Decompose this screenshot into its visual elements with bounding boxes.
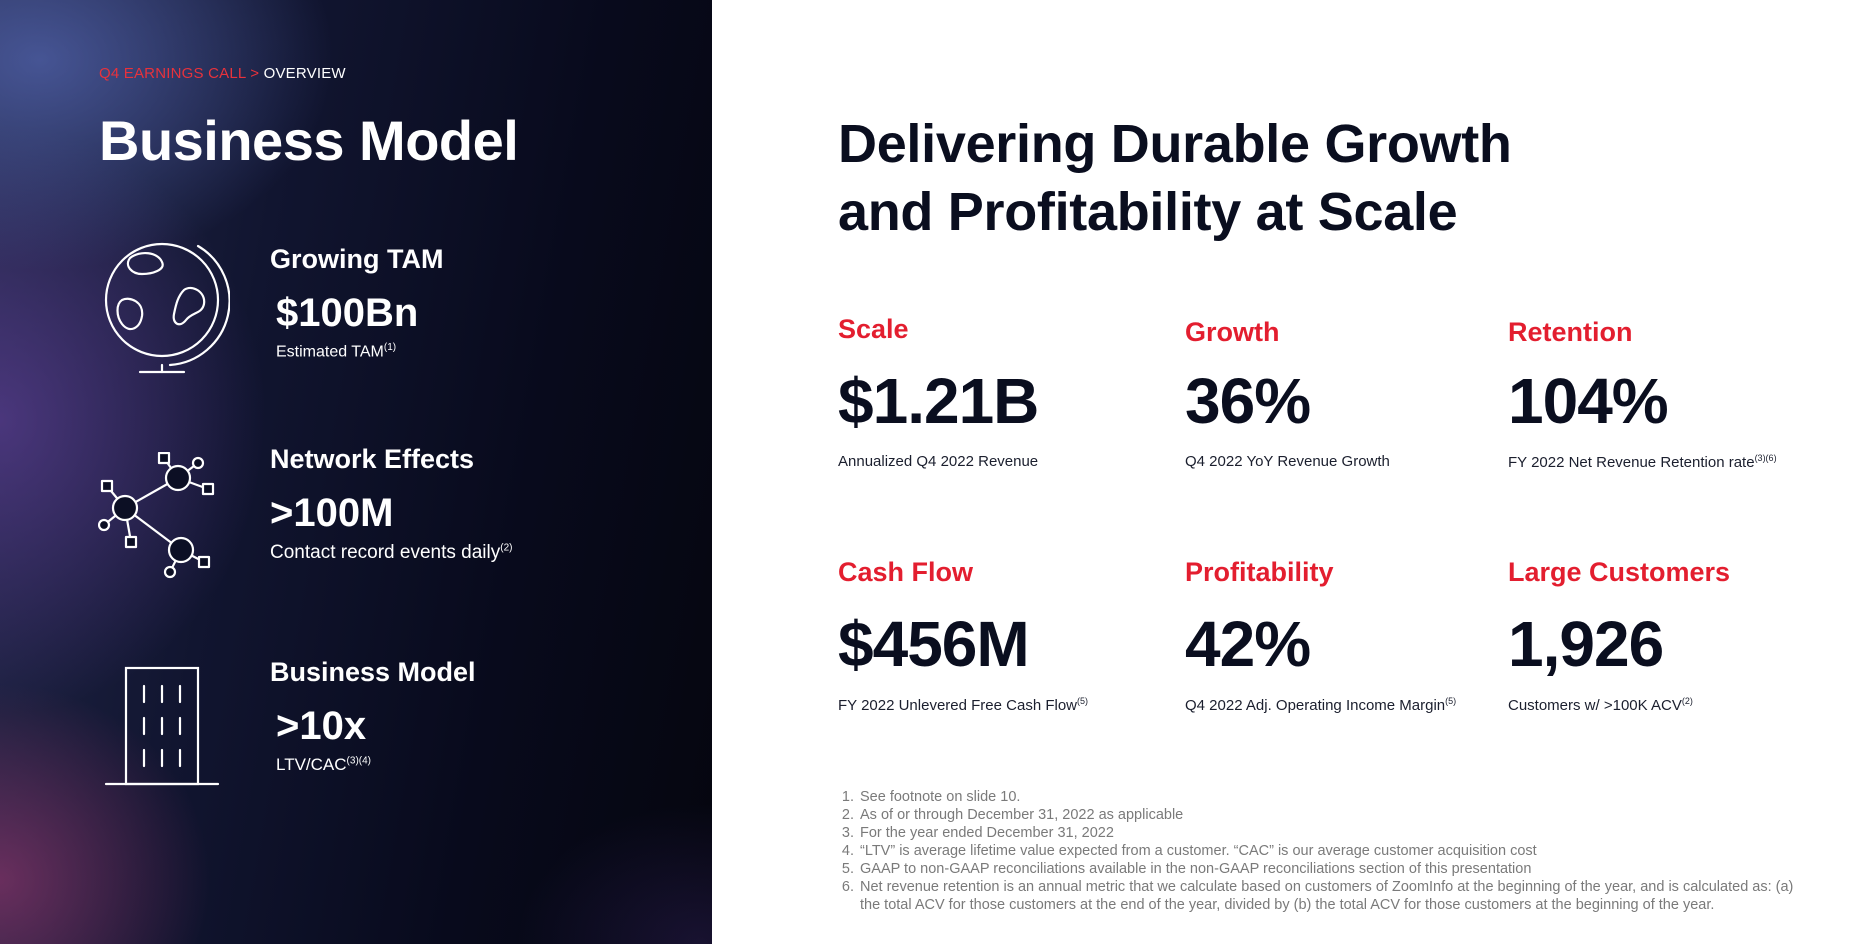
metric-profitability: Profitability 42% Q4 2022 Adj. Operating… — [1185, 557, 1456, 714]
metric-scale: Scale $1.21B Annualized Q4 2022 Revenue — [838, 314, 1039, 470]
footnote-item: For the year ended December 31, 2022 — [858, 824, 1798, 842]
page-title-line-1: Delivering Durable Growth — [838, 114, 1512, 174]
feature-value: >100M — [270, 491, 394, 535]
metric-note: Annualized Q4 2022 Revenue — [838, 453, 1039, 470]
breadcrumb-page: OVERVIEW — [263, 65, 346, 82]
metric-label: Scale — [838, 314, 909, 344]
globe-icon — [104, 242, 230, 374]
breadcrumb-separator: > — [250, 65, 260, 82]
feature-growing-tam: Growing TAM $100Bn Estimated TAM(1) — [270, 244, 443, 361]
metric-label: Retention — [1508, 317, 1633, 347]
metric-value: 42% — [1185, 608, 1311, 680]
footnote-item: Net revenue retention is an annual metri… — [858, 878, 1798, 914]
metric-cash-flow: Cash Flow $456M FY 2022 Unlevered Free C… — [838, 557, 1088, 714]
breadcrumb-section: Q4 EARNINGS CALL — [99, 65, 246, 82]
feature-title: Business Model — [270, 657, 476, 687]
metric-value: $1.21B — [838, 365, 1039, 437]
feature-value: >10x — [276, 704, 367, 748]
feature-network-effects: Network Effects >100M Contact record eve… — [270, 444, 512, 564]
page-title: Delivering Durable Growth and Profitabil… — [838, 110, 1512, 246]
footnote-item: As of or through December 31, 2022 as ap… — [858, 806, 1798, 824]
metric-note: Q4 2022 YoY Revenue Growth — [1185, 453, 1390, 470]
feature-note: Contact record events daily(2) — [270, 542, 513, 563]
metric-label: Growth — [1185, 317, 1280, 347]
feature-title: Network Effects — [270, 444, 475, 474]
metric-note: Customers w/ >100K ACV(2) — [1508, 696, 1693, 714]
feature-business-model: Business Model >10x LTV/CAC(3)(4) — [270, 657, 476, 775]
metric-label: Large Customers — [1508, 557, 1731, 587]
feature-note: LTV/CAC(3)(4) — [276, 755, 371, 774]
metric-value: $456M — [838, 608, 1030, 680]
left-panel: Q4 EARNINGS CALL > OVERVIEW Business Mod… — [0, 0, 712, 944]
metric-retention: Retention 104% FY 2022 Net Revenue Reten… — [1508, 317, 1777, 471]
metric-large-customers: Large Customers 1,926 Customers w/ >100K… — [1508, 557, 1730, 714]
metric-note: FY 2022 Unlevered Free Cash Flow(5) — [838, 696, 1089, 714]
footnote-item: See footnote on slide 10. — [858, 788, 1798, 806]
feature-note: Estimated TAM(1) — [276, 342, 397, 361]
metric-value: 1,926 — [1508, 608, 1664, 680]
footnote-item: “LTV” is average lifetime value expected… — [858, 842, 1798, 860]
metric-label: Cash Flow — [838, 557, 974, 587]
metric-note: FY 2022 Net Revenue Retention rate(3)(6) — [1508, 453, 1777, 471]
feature-title: Growing TAM — [270, 244, 444, 274]
footnote-item: GAAP to non-GAAP reconciliations availab… — [858, 860, 1798, 878]
metric-value: 104% — [1508, 365, 1669, 437]
metric-growth: Growth 36% Q4 2022 YoY Revenue Growth — [1185, 317, 1390, 470]
metric-note: Q4 2022 Adj. Operating Income Margin(5) — [1185, 696, 1457, 714]
metric-label: Profitability — [1185, 557, 1334, 587]
footnotes: See footnote on slide 10. As of or throu… — [838, 788, 1798, 914]
feature-value: $100Bn — [276, 291, 419, 335]
page-title-line-2: and Profitability at Scale — [838, 182, 1458, 242]
breadcrumb: Q4 EARNINGS CALL > OVERVIEW — [99, 65, 346, 82]
left-title: Business Model — [99, 109, 519, 172]
network-icon — [98, 452, 215, 579]
metric-value: 36% — [1185, 365, 1311, 437]
building-icon — [104, 666, 220, 786]
